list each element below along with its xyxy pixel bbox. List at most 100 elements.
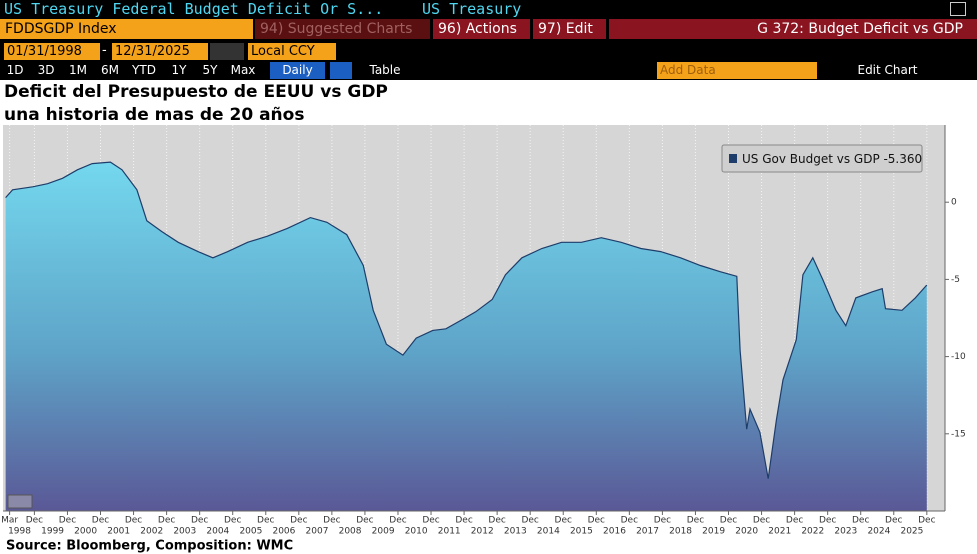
legend-value: -5.360: [883, 152, 922, 166]
y-tick-label: 0: [951, 198, 957, 208]
x-tick-label: Dec: [786, 516, 803, 526]
x-tick-label: Dec: [125, 516, 142, 526]
x-year-label: 2005: [239, 527, 262, 537]
legend-swatch: [729, 154, 737, 163]
period-button[interactable]: 6M: [101, 63, 119, 77]
x-tick-label: Dec: [852, 516, 869, 526]
chart-title: Deficit del Presupuesto de EEUU vs GDP: [4, 82, 388, 102]
legend-name: US Gov Budget vs GDP: [742, 152, 879, 166]
add-data[interactable]: Add Data: [657, 62, 817, 79]
x-tick-label: Dec: [356, 516, 373, 526]
x-year-label: 2008: [339, 527, 362, 537]
ticker-field[interactable]: FDDSGDP Index: [0, 19, 253, 39]
x-year-label: 2021: [768, 527, 791, 537]
period-button[interactable]: YTD: [132, 63, 156, 77]
chart-type-icon[interactable]: [330, 62, 352, 79]
source-note: Source: Bloomberg, Composition: WMC: [6, 539, 293, 554]
period-button[interactable]: 3D: [37, 63, 55, 77]
window-icon[interactable]: [950, 2, 966, 16]
x-year-label: 1998: [8, 527, 31, 537]
frequency[interactable]: Daily: [270, 62, 325, 79]
x-year-label: 2022: [801, 527, 824, 537]
x-tick-label: Dec: [621, 516, 638, 526]
x-tick-label: Dec: [918, 516, 935, 526]
x-year-label: 2015: [570, 527, 593, 537]
x-year-label: 2011: [438, 527, 461, 537]
x-year-label: 1999: [41, 527, 64, 537]
x-tick-label: Dec: [224, 516, 241, 526]
x-year-label: 2014: [537, 527, 560, 537]
x-tick-label: Dec: [720, 516, 737, 526]
date-arrows[interactable]: [210, 43, 244, 60]
x-tick-label: Dec: [290, 516, 307, 526]
currency[interactable]: Local CCY: [248, 43, 336, 60]
y-tick-label: -15: [951, 429, 966, 439]
x-year-label: 2010: [405, 527, 428, 537]
chart-name[interactable]: G 372: Budget Deficit vs GDP: [609, 19, 977, 39]
x-tick-label: Dec: [422, 516, 439, 526]
x-tick-label: Dec: [191, 516, 208, 526]
y-tick-label: -10: [951, 352, 966, 362]
plot-menu-icon: [7, 494, 33, 509]
x-tick-label: Dec: [323, 516, 340, 526]
x-tick-label: Dec: [59, 516, 76, 526]
x-tick-label: Dec: [588, 516, 605, 526]
x-tick-label: Dec: [819, 516, 836, 526]
x-year-label: 2009: [372, 527, 395, 537]
x-year-label: 2024: [867, 527, 890, 537]
x-year-label: 2019: [702, 527, 725, 537]
edit-menu[interactable]: 97) Edit: [533, 19, 606, 39]
legend-box: [721, 144, 923, 173]
x-year-label: 2012: [471, 527, 494, 537]
end-date[interactable]: 12/31/2025: [112, 43, 208, 60]
period-button[interactable]: 1D: [6, 63, 24, 77]
table-button[interactable]: Table: [369, 63, 401, 77]
x-year-label: 2004: [206, 527, 229, 537]
x-tick-label: Dec: [654, 516, 671, 526]
x-year-label: 2006: [272, 527, 295, 537]
legend-label: US Gov Budget vs GDP -5.360: [742, 152, 922, 166]
series-line: [5, 161, 928, 479]
security-issuer: US Treasury: [422, 0, 522, 18]
x-year-label: 2018: [669, 527, 692, 537]
x-year-label: 2001: [107, 527, 130, 537]
x-tick-label: Dec: [389, 516, 406, 526]
edit-chart[interactable]: Edit Chart: [857, 63, 918, 77]
x-year-label: 2016: [603, 527, 626, 537]
x-tick-label: Dec: [26, 516, 43, 526]
x-tick-label: Dec: [687, 516, 704, 526]
x-tick-label: Dec: [555, 516, 572, 526]
x-year-label: 2025: [900, 527, 923, 537]
period-button[interactable]: 5Y: [202, 63, 218, 77]
x-year-label: 2020: [735, 527, 758, 537]
x-tick-label: Dec: [885, 516, 902, 526]
x-year-label: 2017: [636, 527, 659, 537]
start-date[interactable]: 01/31/1998: [4, 43, 100, 60]
actions-menu[interactable]: 96) Actions: [433, 19, 530, 39]
x-tick-label: Dec: [488, 516, 505, 526]
period-button[interactable]: 1M: [69, 63, 87, 77]
x-year-label: 2007: [306, 527, 329, 537]
suggested-charts[interactable]: 94) Suggested Charts: [255, 19, 430, 39]
x-tick-label: Dec: [92, 516, 109, 526]
x-year-label: 2013: [504, 527, 527, 537]
x-tick-label: Dec: [455, 516, 472, 526]
x-year-label: 2000: [74, 527, 97, 537]
x-year-label: 2003: [173, 527, 196, 537]
period-button[interactable]: 1Y: [171, 63, 187, 77]
x-year-label: 2002: [140, 527, 163, 537]
x-year-label: 2023: [834, 527, 857, 537]
x-tick-label: Dec: [521, 516, 538, 526]
chart-subtitle: una historia de mas de 20 años: [4, 105, 304, 125]
x-tick-label: Dec: [158, 516, 175, 526]
x-tick-label: Dec: [257, 516, 274, 526]
chart: Deficit del Presupuesto de EEUU vs GDP u…: [0, 80, 977, 554]
period-button[interactable]: Max: [230, 63, 256, 77]
security-title: US Treasury Federal Budget Deficit Or S.…: [4, 0, 384, 18]
area-fill: [5, 162, 927, 511]
y-tick-label: -5: [951, 275, 960, 285]
x-tick-label: Mar: [1, 516, 18, 526]
x-tick-label: Dec: [753, 516, 770, 526]
date-separator: -: [102, 43, 107, 58]
